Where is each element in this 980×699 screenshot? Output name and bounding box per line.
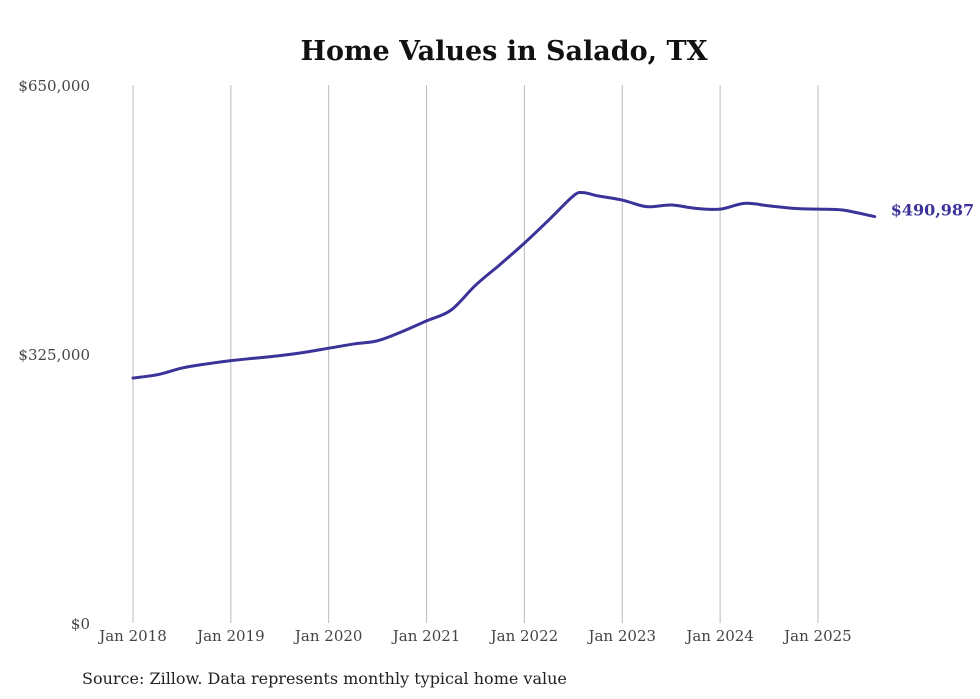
y-tick-label: $650,000 xyxy=(18,77,90,95)
source-note: Source: Zillow. Data represents monthly … xyxy=(82,669,567,688)
x-tick-label: Jan 2025 xyxy=(782,627,852,645)
x-tick-label: Jan 2021 xyxy=(391,627,461,645)
y-tick-label: $325,000 xyxy=(18,346,90,364)
y-tick-label: $0 xyxy=(71,615,90,633)
chart-title: Home Values in Salado, TX xyxy=(300,36,707,67)
x-tick-label: Jan 2019 xyxy=(195,627,265,645)
series-line xyxy=(131,190,877,380)
x-tick-label: Jan 2020 xyxy=(293,627,363,645)
x-tick-label: Jan 2024 xyxy=(684,627,754,645)
x-tick-label: Jan 2022 xyxy=(489,627,559,645)
end-value-label: $490,987 xyxy=(891,201,975,220)
x-tick-label: Jan 2018 xyxy=(97,627,167,645)
x-tick-label: Jan 2023 xyxy=(586,627,656,645)
